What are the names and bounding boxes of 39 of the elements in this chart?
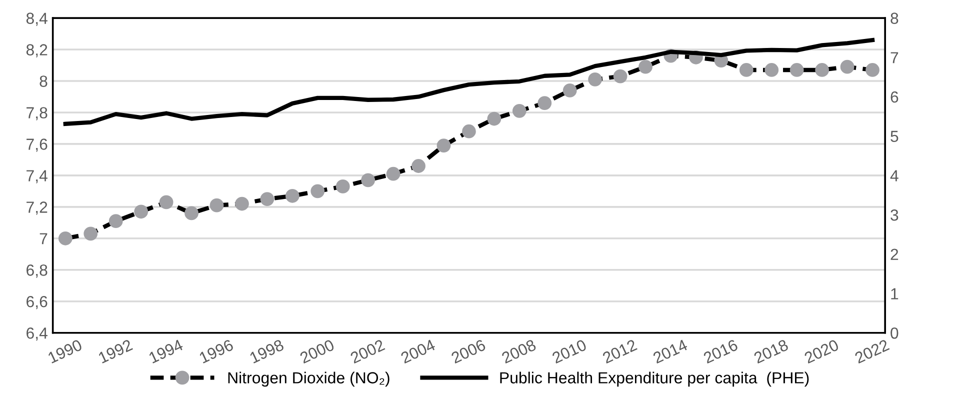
x-tick-label: 1996 (198, 339, 234, 364)
legend-label: Nitrogen Dioxide (NO₂) (228, 372, 390, 387)
x-tick-label: 2020 (804, 339, 840, 364)
y2-tick-label: 0 (890, 327, 898, 339)
x-tick-label: 2004 (400, 338, 436, 364)
x-tick-label: 2008 (501, 339, 537, 364)
y2-tick-label: 8 (890, 12, 898, 24)
x-tick-label: 2006 (450, 339, 486, 364)
x-tick-label: 2010 (552, 339, 588, 364)
x-tick-label: 2000 (299, 339, 335, 364)
x-tick-label: 2002 (350, 339, 386, 364)
x-tick-label: 1994 (148, 338, 184, 364)
x-tick-label: 2018 (753, 339, 789, 364)
y-tick-label: 7,8 (26, 107, 48, 120)
y2-tick-label: 1 (891, 288, 898, 300)
y2-tick-label: 3 (890, 209, 898, 221)
y-tick-label: 7,4 (26, 170, 48, 184)
y-tick-label: 8,2 (26, 44, 48, 58)
x-tick-label: 1990 (47, 339, 83, 364)
y-tick-label: 7,2 (26, 202, 48, 215)
y2-tick-label: 4 (890, 170, 898, 182)
x-tick-label: 2016 (702, 339, 738, 364)
x-tick-label: 1992 (98, 339, 134, 364)
y2-tick-label: 5 (890, 130, 898, 142)
x-tick-label: 2012 (602, 339, 638, 364)
y2-tick-label: 6 (890, 91, 898, 103)
y-tick-label: 7 (40, 233, 48, 244)
y2-tick-label: 7 (890, 52, 898, 64)
x-tick-label: 2022 (854, 339, 890, 364)
x-tick-label: 1998 (249, 339, 284, 364)
y-tick-label: 6,6 (26, 296, 48, 310)
y-tick-label: 8 (40, 76, 48, 87)
x-tick-label: 2014 (652, 338, 688, 364)
y-tick-label: 6,8 (26, 264, 48, 278)
y-tick-label: 7,6 (26, 138, 48, 152)
y-tick-label: 8,4 (26, 12, 48, 26)
y-tick-label: 6,4 (26, 327, 48, 341)
legend-label: Public Health Expenditure per capita (PHE) (500, 372, 809, 387)
y2-tick-label: 2 (890, 248, 898, 260)
